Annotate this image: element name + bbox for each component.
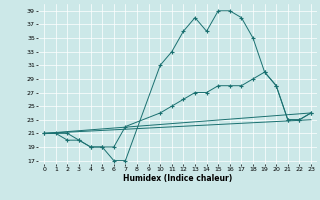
- X-axis label: Humidex (Indice chaleur): Humidex (Indice chaleur): [123, 174, 232, 183]
